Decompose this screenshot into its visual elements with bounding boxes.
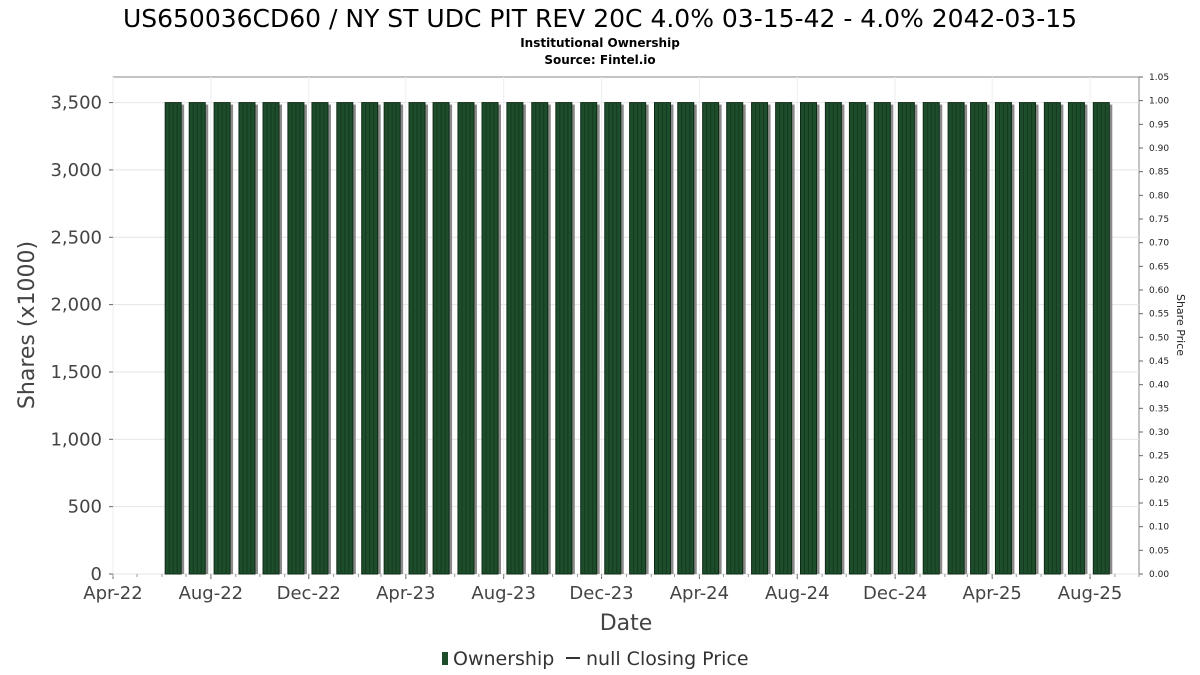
right-y-tick-label: 0.15 <box>1149 499 1169 509</box>
right-y-tick-label: 0.80 <box>1149 191 1169 201</box>
x-tick-label: Apr-22 <box>83 583 142 604</box>
right-y-tick-label: 0.35 <box>1149 404 1169 414</box>
right-y-tick-label: 0.50 <box>1149 333 1169 343</box>
y-tick-label: 1,500 <box>50 362 102 383</box>
right-y-tick-label: 0.95 <box>1149 120 1169 130</box>
y-tick-label: 1,000 <box>50 429 102 450</box>
right-y-tick-label: 1.00 <box>1149 97 1169 107</box>
right-y-tick-label: 0.65 <box>1149 262 1169 272</box>
right-y-tick-label: 0.00 <box>1149 570 1169 580</box>
y-tick-label: 2,500 <box>50 227 102 248</box>
right-y-tick-label: 0.85 <box>1149 168 1169 178</box>
right-y-tick-label: 0.25 <box>1149 452 1169 462</box>
y-axis-label: Shares (x1000) <box>15 241 40 409</box>
y-tick-label: 3,500 <box>50 93 102 114</box>
y-tick-label: 0 <box>91 564 102 585</box>
right-y-tick-label: 1.05 <box>1149 73 1169 83</box>
right-y-tick-label: 0.70 <box>1149 239 1169 249</box>
y-tick-label: 3,000 <box>50 160 102 181</box>
y-gridlines <box>113 102 1139 575</box>
legend-ownership-label: Ownership <box>453 648 554 670</box>
legend-price-label: null Closing Price <box>586 648 749 670</box>
right-y-tick-label: 0.90 <box>1149 144 1169 154</box>
right-y-tick-label: 0.05 <box>1149 546 1169 556</box>
y-tick-label: 2,000 <box>50 295 102 316</box>
x-tick-label: Apr-25 <box>963 583 1022 604</box>
x-tick-label: Dec-22 <box>277 583 341 604</box>
right-y-axis-ticks: 0.00 0.05 0.10 0.15 0.20 0.25 0.30 0.35 0.40 0.45… <box>1139 73 1169 580</box>
chart-source: Source: Fintel.io <box>544 53 655 67</box>
right-y-tick-label: 0.60 <box>1149 286 1169 296</box>
x-tick-label: Apr-24 <box>670 583 729 604</box>
x-tick-label: Dec-23 <box>569 583 633 604</box>
right-y-tick-label: 0.75 <box>1149 215 1169 225</box>
x-tick-label: Aug-22 <box>179 583 244 604</box>
x-tick-label: Aug-24 <box>765 583 830 604</box>
x-tick-label: Dec-24 <box>863 583 927 604</box>
right-y-tick-label: 0.55 <box>1149 310 1169 320</box>
right-y-tick-label: 0.40 <box>1149 381 1169 391</box>
chart-title: US650036CD60 / NY ST UDC PIT REV 20C 4.0… <box>123 4 1077 33</box>
x-axis-label: Date <box>600 611 653 636</box>
x-tick-label: Apr-23 <box>376 583 435 604</box>
x-tick-label: Aug-23 <box>471 583 536 604</box>
chart-subtitle: Institutional Ownership <box>520 36 680 50</box>
legend-ownership-swatch <box>442 652 448 665</box>
right-y-tick-label: 0.45 <box>1149 357 1169 367</box>
x-tick-label: Aug-25 <box>1058 583 1123 604</box>
y-axis-ticks: 0 500 1,000 1,500 2,000 2,500 3,000 3,500 <box>50 93 113 585</box>
ownership-bars <box>164 102 1113 575</box>
x-gridlines <box>112 77 1091 574</box>
legend: Ownership null Closing Price <box>442 648 749 670</box>
right-y-tick-label: 0.10 <box>1149 523 1169 533</box>
plot-area <box>112 76 1140 575</box>
right-y-axis-label: Share Price <box>1174 294 1187 356</box>
right-y-tick-label: 0.20 <box>1149 475 1169 485</box>
right-y-tick-label: 0.30 <box>1149 428 1169 438</box>
x-axis-ticks: Apr-22 Aug-22 Dec-22 Apr-23 Aug-23 Dec-23 Apr-… <box>83 574 1140 604</box>
y-tick-label: 500 <box>68 497 102 518</box>
